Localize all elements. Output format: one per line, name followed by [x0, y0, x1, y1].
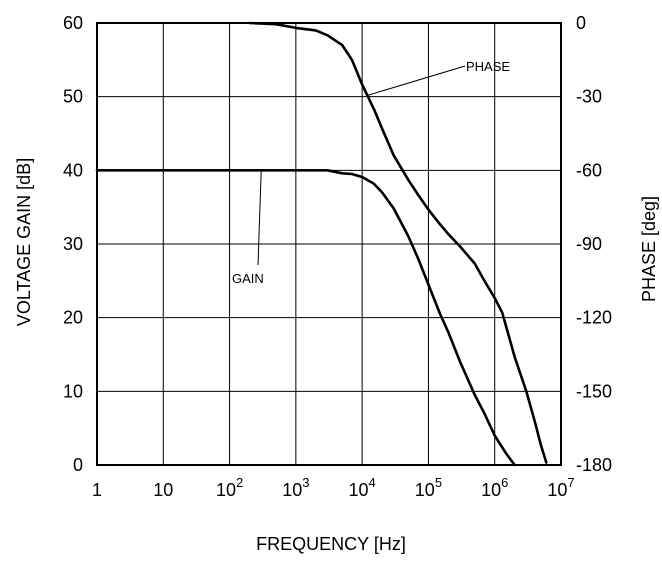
- y2-tick-label: -150: [576, 381, 612, 401]
- curves: [95, 21, 548, 467]
- series-line-phase: [248, 21, 548, 464]
- x-tick-label: 1: [92, 480, 102, 500]
- y2-tick-label: -30: [576, 87, 602, 107]
- annotation-leader-gain: [257, 170, 262, 266]
- annotation-label-gain: GAIN: [232, 271, 264, 286]
- tick-labels: 1 10 102 103 104 105 106 107 0 10 20 30 40 50 60 -180 -1…: [63, 13, 612, 500]
- y2-axis-title: PHASE [deg]: [639, 196, 659, 302]
- y-tick-label: 50: [63, 87, 83, 107]
- y2-tick-label: -120: [576, 308, 612, 328]
- x-tick-label: 105: [415, 475, 442, 500]
- grid-lines: [97, 23, 561, 465]
- series-line-gain: [95, 169, 516, 467]
- plot-frame: [96, 22, 562, 466]
- y-tick-label: 40: [63, 160, 83, 180]
- annotation-leader-phase: [367, 65, 466, 96]
- y-tick-label: 20: [63, 308, 83, 328]
- y-tick-label: 0: [73, 455, 83, 475]
- annotation-label-phase: PHASE: [466, 59, 510, 74]
- x-tick-label: 104: [349, 475, 376, 500]
- annotations: PHASE GAIN: [232, 59, 510, 286]
- x-tick-label: 106: [481, 475, 508, 500]
- y2-tick-label: -90: [576, 234, 602, 254]
- y-axis-title: VOLTAGE GAIN [dB]: [14, 158, 34, 326]
- x-tick-label: 103: [282, 475, 309, 500]
- y-tick-label: 60: [63, 13, 83, 33]
- y2-tick-label: -180: [576, 455, 612, 475]
- y2-tick-label: -60: [576, 160, 602, 180]
- x-axis-title: FREQUENCY [Hz]: [256, 534, 406, 554]
- x-tick-label: 107: [547, 475, 574, 500]
- x-tick-label: 102: [216, 475, 243, 500]
- y-tick-label: 30: [63, 234, 83, 254]
- y-tick-label: 10: [63, 381, 83, 401]
- x-tick-label: 10: [153, 480, 173, 500]
- y2-tick-label: 0: [576, 13, 586, 33]
